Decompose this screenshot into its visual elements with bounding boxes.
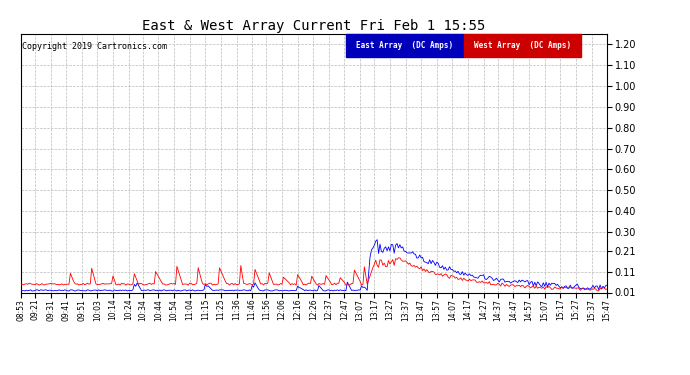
Text: Copyright 2019 Cartronics.com: Copyright 2019 Cartronics.com: [22, 42, 167, 51]
Text: West Array  (DC Amps): West Array (DC Amps): [473, 41, 571, 50]
Text: East Array  (DC Amps): East Array (DC Amps): [356, 41, 453, 50]
Title: East & West Array Current Fri Feb 1 15:55: East & West Array Current Fri Feb 1 15:5…: [142, 19, 486, 33]
Bar: [464, 34, 581, 57]
Bar: [346, 34, 464, 57]
